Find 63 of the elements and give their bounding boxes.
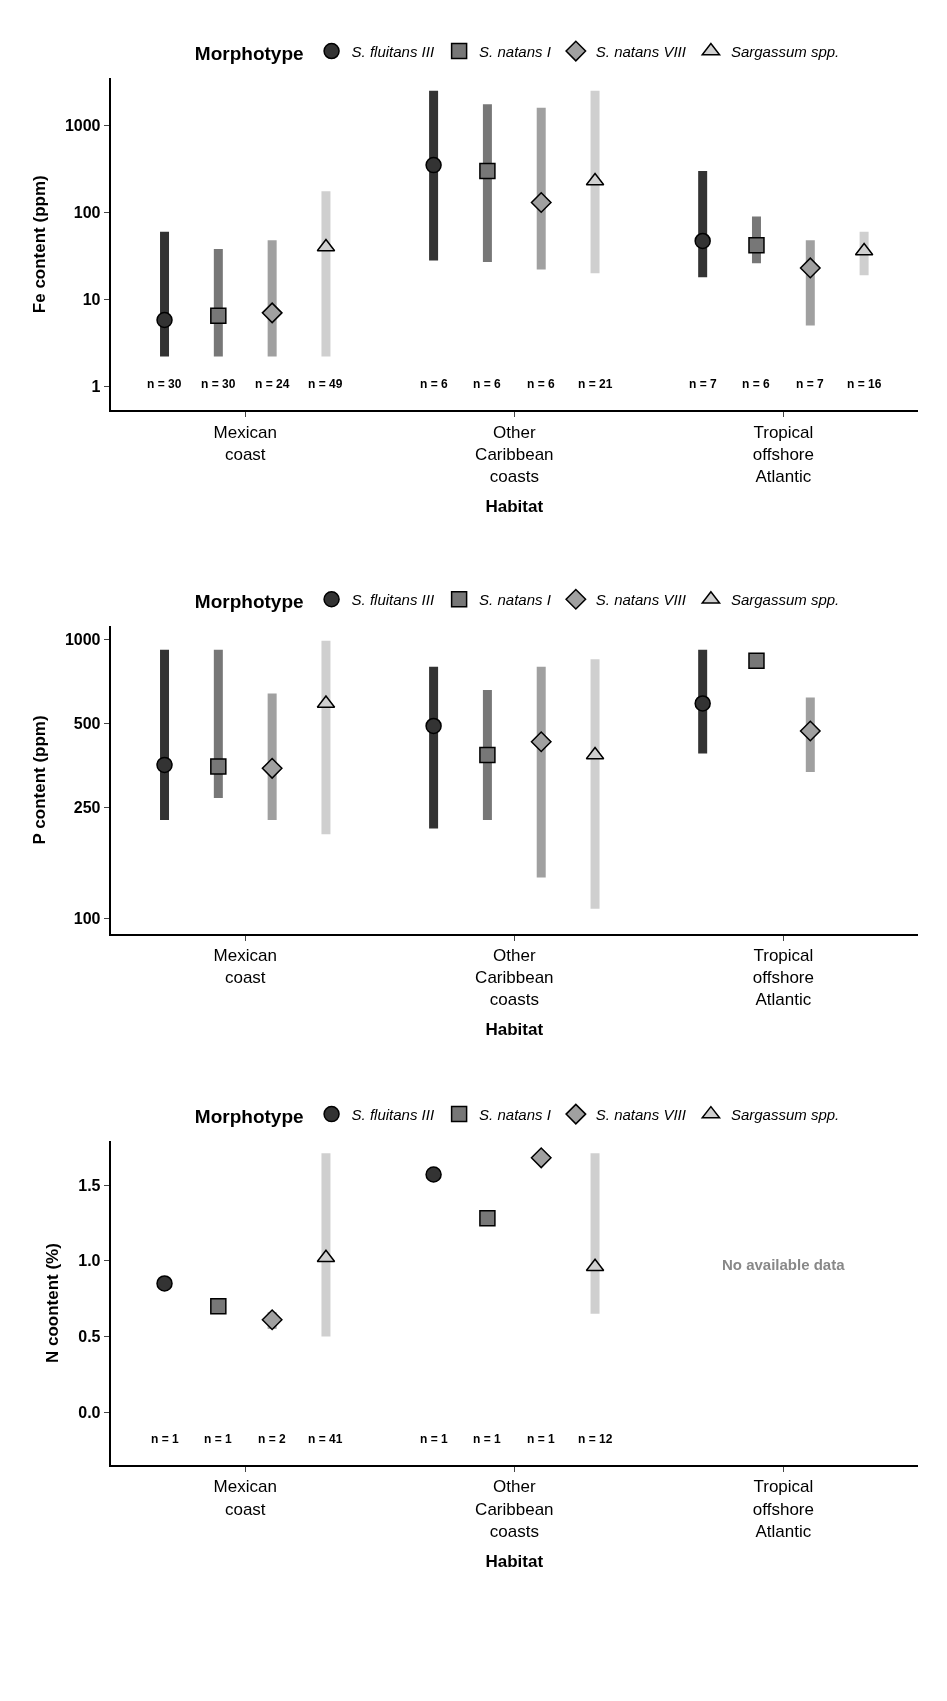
annotation: No available data — [722, 1256, 846, 1273]
annotation: n = 7 — [689, 377, 718, 391]
annotation: n = 41 — [308, 1432, 343, 1446]
legend-label: S. natans I — [479, 1105, 551, 1123]
legend-label: S. fluitans III — [351, 591, 435, 609]
annotation: n = 1 — [473, 1432, 502, 1446]
y-axis-title: P content (ppm) — [29, 715, 49, 845]
y-tick-label: 1000 — [64, 631, 101, 649]
annotation: n = 16 — [847, 377, 882, 391]
y-tick-label: 1 — [91, 377, 101, 395]
legend-title: Morphotype — [194, 590, 304, 612]
x-axis-title: Habitat — [485, 496, 544, 516]
x-tick-label: Tropical offshore Atlantic — [752, 1477, 814, 1541]
legend-label: S. natans I — [479, 42, 551, 60]
annotation: n = 6 — [473, 377, 502, 391]
y-tick-label: 10 — [82, 290, 101, 308]
legend-label: S. natans VIII — [595, 42, 686, 60]
legend-title: Morphotype — [194, 1105, 304, 1127]
x-tick-label: Tropical offshore Atlantic — [752, 945, 814, 1010]
legend-title: Morphotype — [194, 42, 304, 64]
y-tick-label: 1.5 — [78, 1176, 101, 1194]
annotation: n = 7 — [796, 377, 825, 391]
x-tick-label: Tropical offshore Atlantic — [752, 422, 814, 486]
annotation: n = 30 — [201, 377, 236, 391]
x-tick-label: Other Caribbean coasts — [475, 945, 554, 1010]
annotation: n = 21 — [578, 377, 613, 391]
annotation: n = 1 — [420, 1432, 449, 1446]
annotation: n = 30 — [147, 377, 182, 391]
y-tick-label: 100 — [73, 909, 101, 927]
x-tick-label: Mexican coast — [213, 945, 277, 988]
legend-label: S. natans VIII — [595, 1105, 686, 1123]
y-tick-label: 0.5 — [78, 1328, 101, 1346]
annotation: n = 49 — [308, 377, 343, 391]
y-tick-label: 250 — [73, 798, 101, 816]
y-tick-label: 1000 — [64, 117, 101, 135]
annotation: n = 24 — [255, 377, 290, 391]
x-axis-title: Habitat — [485, 1551, 544, 1571]
annotation: n = 1 — [527, 1432, 556, 1446]
legend-label: S. fluitans III — [351, 42, 435, 60]
x-tick-label: Mexican coast — [213, 422, 277, 464]
x-axis-title: Habitat — [485, 1020, 544, 1040]
y-tick-label: 500 — [73, 715, 101, 733]
y-tick-label: 100 — [73, 204, 101, 222]
y-axis-title: Fe content (ppm) — [29, 175, 49, 314]
y-tick-label: 0.0 — [78, 1403, 101, 1421]
x-tick-label: Other Caribbean coasts — [475, 1477, 554, 1541]
legend-label: S. natans VIII — [595, 591, 686, 609]
annotation: n = 6 — [742, 377, 771, 391]
x-tick-label: Mexican coast — [213, 1477, 277, 1519]
legend-label: Sargassum spp. — [730, 1105, 840, 1123]
annotation: n = 6 — [420, 377, 449, 391]
annotation: n = 1 — [151, 1432, 180, 1446]
legend-label: S. fluitans III — [351, 1105, 435, 1123]
legend-label: S. natans I — [479, 591, 551, 609]
legend-label: Sargassum spp. — [730, 591, 840, 609]
legend-label: Sargassum spp. — [730, 42, 840, 60]
annotation: n = 6 — [527, 377, 556, 391]
x-tick-label: Other Caribbean coasts — [475, 422, 554, 486]
annotation: n = 2 — [258, 1432, 287, 1446]
annotation: n = 1 — [204, 1432, 233, 1446]
y-tick-label: 1.0 — [78, 1252, 101, 1270]
y-axis-title: N coontent (%) — [43, 1243, 63, 1364]
annotation: n = 12 — [578, 1432, 613, 1446]
